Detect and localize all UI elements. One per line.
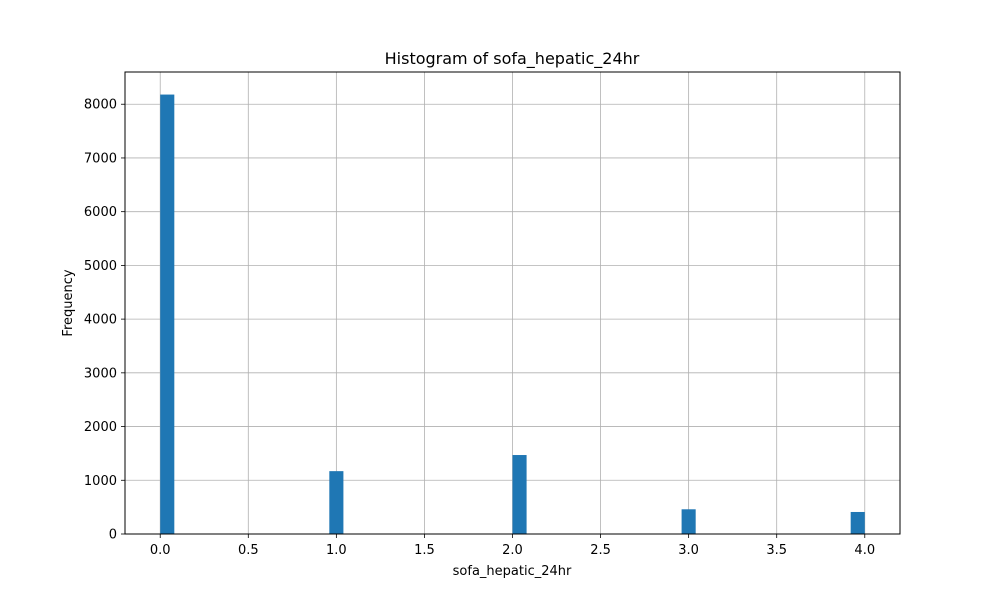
histogram-bars bbox=[160, 94, 865, 534]
x-axis-label: sofa_hepatic_24hr bbox=[453, 564, 572, 579]
y-tick-label: 4000 bbox=[84, 313, 117, 328]
x-tick-label: 2.0 bbox=[502, 543, 523, 558]
histogram-bar bbox=[850, 511, 865, 534]
y-tick-label: 6000 bbox=[84, 205, 117, 220]
y-tick-label: 1000 bbox=[84, 474, 117, 489]
x-tick-label: 1.5 bbox=[414, 543, 435, 558]
histogram-bar bbox=[329, 471, 344, 534]
y-tick-label: 2000 bbox=[84, 420, 117, 435]
x-axis-ticks: 0.0 0.5 1.0 1.5 2.0 2.5 3.0 3.5 4.0 bbox=[150, 534, 875, 558]
x-tick-label: 2.5 bbox=[590, 543, 611, 558]
x-tick-label: 1.0 bbox=[326, 543, 347, 558]
y-tick-label: 7000 bbox=[84, 151, 117, 166]
x-tick-label: 3.0 bbox=[678, 543, 699, 558]
y-axis-label: Frequency bbox=[61, 269, 76, 336]
histogram-bar bbox=[512, 455, 527, 534]
x-tick-label: 0.0 bbox=[150, 543, 171, 558]
histogram-bar bbox=[160, 94, 175, 534]
y-tick-label: 5000 bbox=[84, 259, 117, 274]
x-tick-label: 4.0 bbox=[854, 543, 875, 558]
x-tick-label: 3.5 bbox=[766, 543, 787, 558]
y-tick-label: 3000 bbox=[84, 366, 117, 381]
x-tick-label: 0.5 bbox=[238, 543, 259, 558]
histogram-bar bbox=[681, 509, 696, 534]
y-tick-label: 0 bbox=[109, 528, 117, 543]
y-tick-label: 8000 bbox=[84, 98, 117, 113]
chart-title: Histogram of sofa_hepatic_24hr bbox=[385, 49, 640, 69]
y-axis-ticks: 0 1000 2000 3000 4000 5000 6000 7000 8000 bbox=[84, 98, 125, 543]
